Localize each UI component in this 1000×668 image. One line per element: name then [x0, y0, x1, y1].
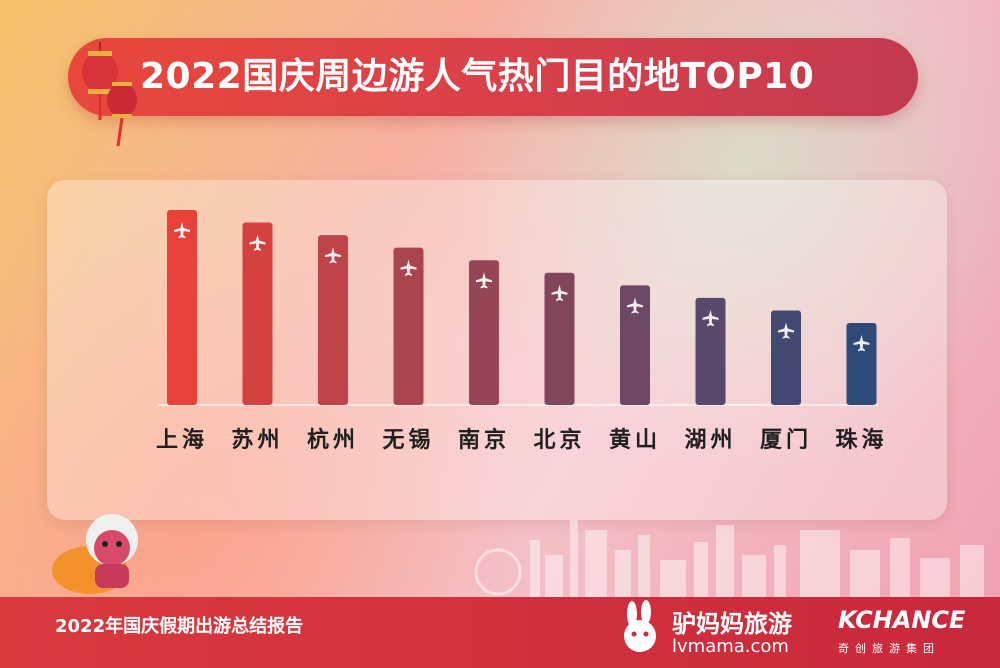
airplane-icon — [627, 297, 643, 314]
city-skyline-decoration — [474, 520, 984, 600]
airplane-icon — [249, 234, 266, 251]
rabbit-logo-icon — [624, 600, 656, 652]
report-title: 2022年国庆假期出游总结报告 — [55, 616, 304, 637]
brand-lvmama-url: lvmama.com — [672, 636, 789, 657]
airplane-icon — [325, 247, 341, 264]
footer-bar — [0, 597, 1000, 668]
title-banner — [68, 38, 918, 116]
category-label: 上海 — [156, 427, 208, 453]
category-label: 北京 — [533, 427, 585, 453]
brand-lvmama-name: 驴妈妈旅游 — [672, 610, 792, 638]
category-label: 珠海 — [835, 427, 887, 453]
bar-厦门 — [771, 310, 801, 405]
category-label: 湖州 — [684, 428, 736, 453]
bar-北京 — [544, 272, 575, 405]
brand-kchance-name: KCHANCE — [838, 606, 966, 634]
bar-上海 — [167, 210, 197, 405]
airplane-icon — [551, 284, 568, 301]
airplane-icon — [778, 322, 794, 339]
category-label: 黄山 — [609, 428, 661, 453]
brand-kchance-subtitle: 奇创旅游集团 — [838, 642, 940, 655]
category-label: 杭州 — [307, 427, 359, 453]
category-label: 无锡 — [382, 428, 434, 453]
airplane-icon — [174, 222, 190, 239]
category-label: 苏州 — [231, 427, 283, 453]
bar-湖州 — [695, 297, 726, 405]
airplane-icon — [476, 272, 492, 289]
bar-苏州 — [242, 222, 273, 405]
bar-杭州 — [318, 235, 348, 405]
lantern-icon — [82, 42, 137, 147]
airplane-icon — [702, 309, 719, 327]
category-label: 南京 — [458, 427, 510, 453]
bar-黄山 — [620, 285, 650, 405]
airplane-icon — [400, 259, 417, 276]
airplane-icon — [853, 335, 870, 352]
category-label: 厦门 — [760, 427, 812, 453]
bar-南京 — [469, 260, 499, 405]
chart-title: 2022国庆周边游人气热门目的地TOP10 — [140, 56, 815, 97]
bar-无锡 — [393, 247, 424, 405]
lion-dance-mascot-icon — [52, 514, 138, 594]
